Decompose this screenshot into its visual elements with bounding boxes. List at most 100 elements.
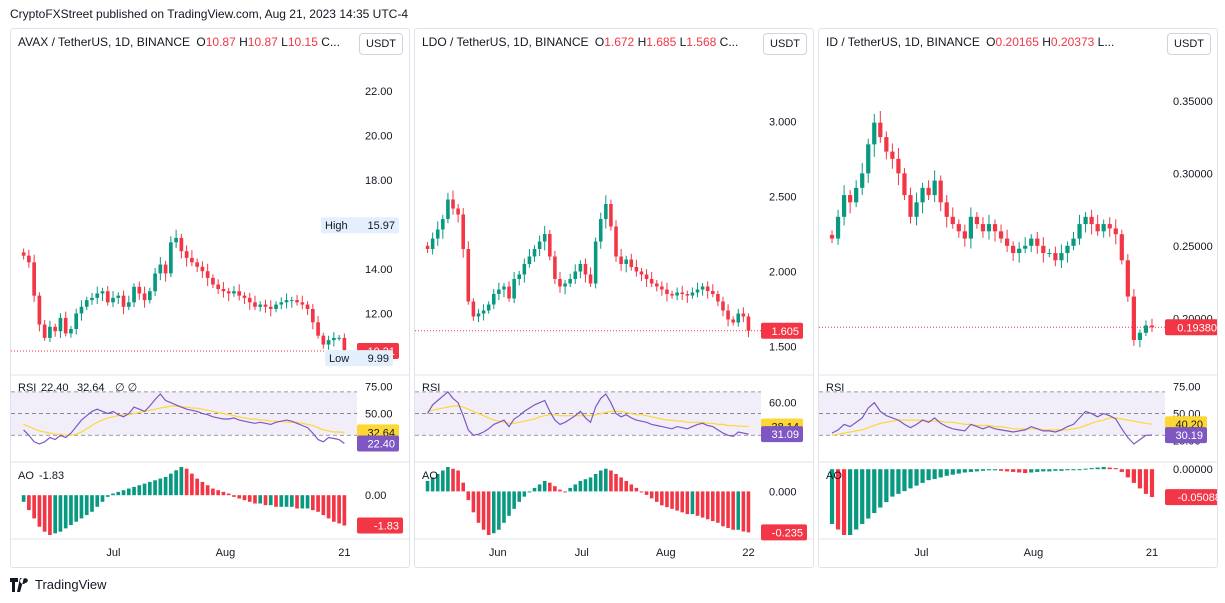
chart-panel-ldo[interactable]: 3.0002.5002.0001.5001.605RSI60.0038.1431…	[414, 28, 814, 568]
candle-body	[237, 291, 242, 296]
candle-body	[944, 202, 949, 217]
last-price-tag: 0.19380	[1165, 319, 1217, 336]
ao-bar	[731, 491, 735, 530]
candle-body	[654, 283, 659, 287]
candle-body	[716, 294, 720, 302]
currency-button[interactable]: USDT	[763, 33, 807, 55]
ao-bar	[634, 487, 639, 492]
price-axis-tick: 0.25000	[1173, 241, 1213, 253]
ao-bar	[237, 495, 242, 499]
candle-body	[174, 237, 178, 243]
candle-body	[169, 242, 173, 274]
candle-body	[242, 295, 247, 298]
ao-label: AO	[18, 470, 34, 482]
price-axis-tick: 3.000	[769, 117, 797, 129]
candle-body	[466, 249, 471, 302]
ao-bar	[232, 495, 236, 497]
ao-bar	[1101, 467, 1106, 470]
ao-bar	[1107, 467, 1112, 470]
rsi-label: RSI	[422, 382, 440, 394]
ao-bar	[854, 469, 859, 530]
candle-body	[736, 313, 741, 323]
ao-bar	[430, 477, 435, 492]
ao-bar	[95, 495, 100, 507]
candle-body	[675, 292, 679, 296]
rsi-last-tag-text: 30.19	[1175, 430, 1203, 442]
currency-button[interactable]: USDT	[1167, 33, 1211, 55]
last-price-tag: 1.605	[761, 322, 803, 339]
symbol-legend: ID / TetherUS, 1D, BINANCE O0.20165 H0.2…	[826, 35, 1114, 49]
ao-last-tag-text: -0.235	[772, 527, 803, 539]
close-label: C...	[321, 35, 340, 49]
candle-body	[451, 199, 455, 209]
time-axis-tick: 21	[338, 547, 350, 559]
ao-bar	[872, 469, 877, 514]
candle-body	[116, 295, 121, 298]
ao-bar	[721, 491, 725, 527]
candle-body	[614, 226, 618, 257]
currency-button[interactable]: USDT	[359, 33, 403, 55]
candle-body	[938, 180, 943, 203]
ao-bar	[74, 495, 79, 522]
ao-bar	[938, 469, 943, 478]
ao-last-tag: -0.05088	[1165, 489, 1217, 506]
ao-bar	[860, 469, 865, 525]
candle-body	[476, 313, 481, 317]
ao-bar	[705, 491, 710, 520]
ao-bar	[137, 485, 142, 496]
tradingview-footer[interactable]: TradingView	[10, 577, 107, 592]
ao-bar	[639, 491, 644, 493]
candle-body	[216, 284, 221, 289]
open-label: O	[986, 35, 996, 49]
ao-bar	[690, 491, 695, 515]
candle-body	[1107, 224, 1112, 229]
candle-body	[841, 195, 847, 217]
ao-bar	[27, 495, 31, 511]
ao-bar	[84, 495, 89, 516]
candle-body	[848, 195, 853, 203]
candle-body	[644, 274, 649, 279]
chart-svg-ldo[interactable]: 3.0002.5002.0001.5001.605RSI60.0038.1431…	[415, 29, 814, 568]
ao-bar	[962, 469, 967, 473]
rsi-axis-tick: 75.00	[1173, 381, 1201, 393]
candle-body	[471, 301, 476, 317]
chart-panel-avax[interactable]: 22.0020.0018.0016.0014.0012.0010.31High1…	[10, 28, 410, 568]
chart-svg-id[interactable]: 0.350000.300000.250000.200000.19380RSI75…	[819, 29, 1218, 568]
ao-bar	[247, 495, 252, 502]
price-axis-tick: 0.30000	[1173, 168, 1213, 180]
ao-bar	[332, 495, 336, 522]
ao-bar	[486, 491, 491, 535]
candle-body	[884, 137, 889, 152]
time-axis-tick: Jul	[575, 547, 589, 559]
ao-bar	[685, 491, 690, 515]
ao-bar	[517, 491, 522, 502]
time-axis-tick: Aug	[216, 547, 236, 559]
candle-body	[829, 234, 835, 239]
candle-body	[105, 291, 110, 303]
rsi-line	[23, 393, 345, 445]
ao-bar	[944, 469, 949, 476]
candle-body	[609, 204, 613, 227]
ao-bar	[1083, 468, 1088, 470]
ao-bar	[274, 495, 278, 507]
rsi-line	[426, 391, 749, 438]
low-label: L...	[1097, 35, 1115, 49]
candle-body	[896, 158, 901, 174]
chart-svg-avax[interactable]: 22.0020.0018.0016.0014.0012.0010.31High1…	[11, 29, 410, 568]
candle-body	[866, 144, 871, 174]
ao-bar	[588, 477, 593, 492]
candle-body	[527, 256, 532, 264]
candle-body	[100, 291, 105, 294]
candle-body	[289, 300, 294, 302]
ao-bar	[289, 495, 294, 507]
candle-body	[932, 180, 937, 196]
ao-bar	[527, 491, 532, 493]
candle-body	[563, 283, 567, 287]
ao-bar	[908, 469, 913, 489]
chart-panel-id[interactable]: 0.350000.300000.250000.200000.19380RSI75…	[818, 28, 1218, 568]
ao-bar	[200, 481, 205, 496]
ao-bar	[326, 495, 331, 519]
ao-bar	[153, 480, 157, 496]
candle-body	[920, 187, 925, 203]
candle-body	[195, 262, 199, 267]
